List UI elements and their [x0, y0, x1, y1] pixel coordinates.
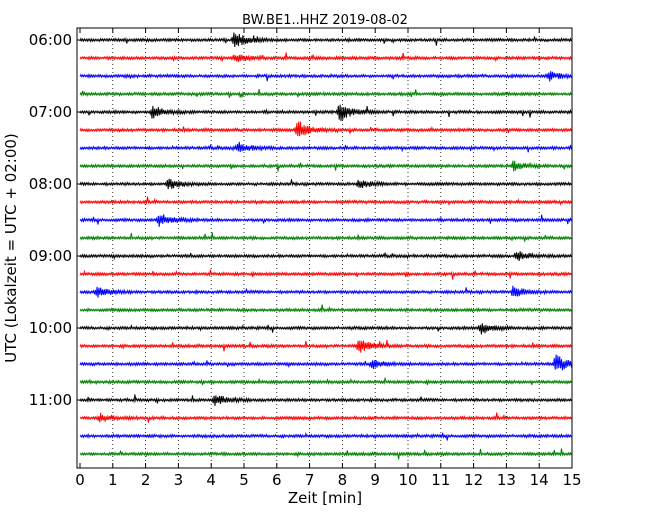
seismic-trace	[79, 412, 572, 423]
seismic-trace	[79, 377, 572, 386]
x-tick-label: 7	[305, 471, 315, 489]
seismic-trace	[79, 32, 572, 48]
seismic-trace	[79, 354, 572, 371]
x-tick-label: 11	[431, 471, 450, 489]
y-tick-label: 10:00	[29, 319, 72, 337]
seismic-trace	[79, 448, 572, 460]
y-axis-label: UTC (Lokalzeit = UTC + 02:00)	[2, 133, 20, 363]
x-tick-label: 5	[239, 471, 249, 489]
x-axis-label: Zeit [min]	[288, 489, 362, 507]
seismic-trace	[79, 196, 572, 207]
x-tick-label: 8	[338, 471, 348, 489]
seismic-trace	[79, 304, 572, 314]
x-tick-label: 10	[398, 471, 417, 489]
plot-frame	[76, 27, 573, 469]
seismic-trace	[79, 323, 572, 335]
seismic-trace	[79, 89, 572, 98]
seismic-trace	[79, 431, 572, 441]
x-tick-label: 1	[108, 471, 118, 489]
seismic-trace	[79, 339, 572, 353]
x-tick-label: 9	[370, 471, 380, 489]
x-tick-label: 15	[562, 471, 581, 489]
seismic-traces	[79, 32, 572, 460]
y-tick-label: 11:00	[29, 391, 72, 409]
x-tick-label: 3	[174, 471, 184, 489]
seismic-trace	[79, 141, 572, 153]
seismic-trace	[79, 214, 572, 227]
seismic-trace	[79, 52, 572, 63]
grid-lines	[112, 28, 540, 468]
x-tick-label: 13	[497, 471, 516, 489]
seismic-trace	[79, 232, 572, 242]
seismic-trace	[79, 394, 572, 406]
x-tick-label: 0	[75, 471, 85, 489]
x-tick-label: 6	[272, 471, 282, 489]
x-axis-ticks: 0 1 2 3 4 5 6 7 8 9 10 11 12 13 14 15	[75, 28, 582, 489]
chart-title: BW.BE1..HHZ 2019-08-02	[242, 13, 408, 28]
y-tick-label: 09:00	[29, 247, 72, 265]
seismic-trace	[79, 178, 572, 190]
seismic-trace	[79, 251, 572, 261]
seismic-trace	[79, 269, 572, 280]
y-axis-ticks: 06:00 07:00 08:00 09:00 10:00 11:00	[29, 31, 572, 409]
x-tick-label: 12	[464, 471, 483, 489]
x-tick-label: 14	[530, 471, 549, 489]
seismic-trace	[79, 285, 572, 298]
x-tick-label: 4	[206, 471, 216, 489]
x-tick-label: 2	[141, 471, 151, 489]
seismic-trace	[79, 71, 572, 82]
y-tick-label: 08:00	[29, 175, 72, 193]
seismic-trace	[79, 104, 572, 122]
y-tick-label: 07:00	[29, 103, 72, 121]
y-tick-label: 06:00	[29, 31, 72, 49]
seismic-trace	[79, 160, 572, 172]
seismic-trace	[79, 121, 572, 137]
